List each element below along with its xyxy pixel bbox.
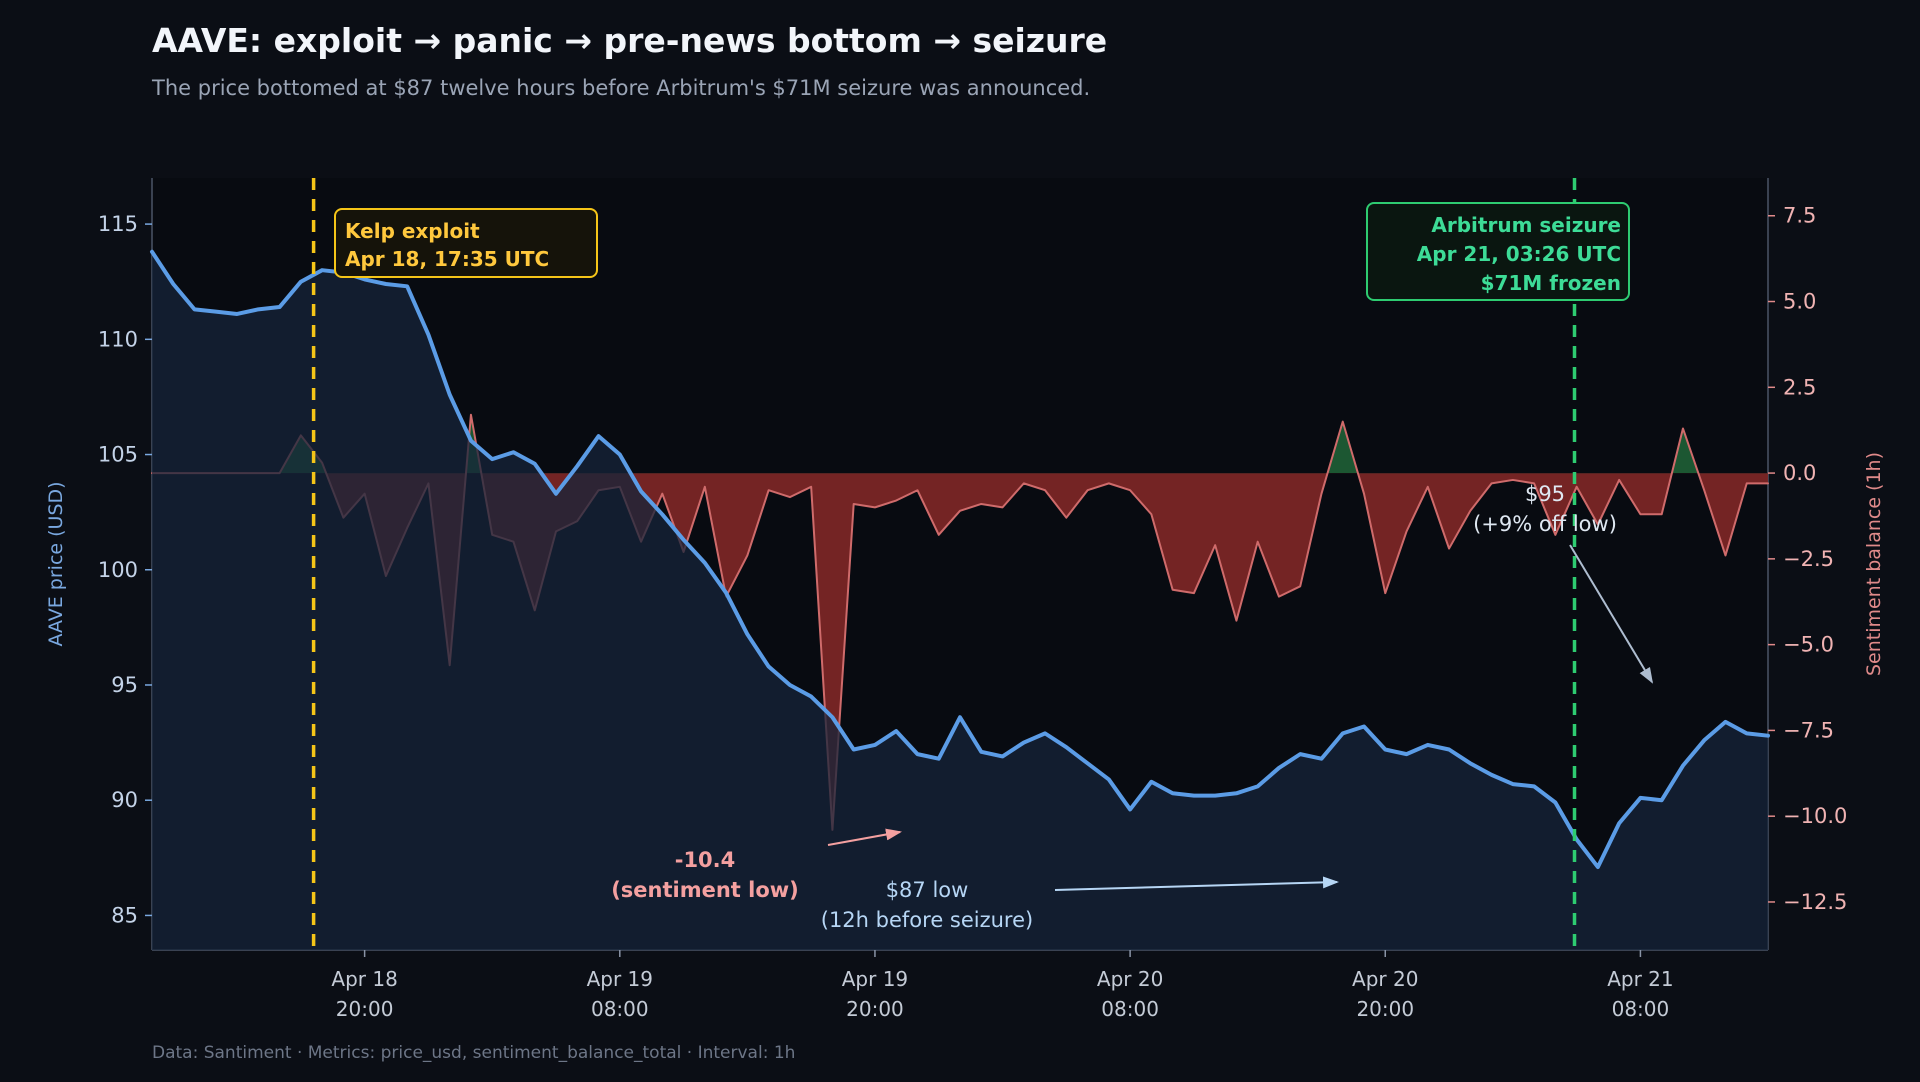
x-tick-label: Apr 19 <box>842 967 908 991</box>
page-title: AAVE: exploit → panic → pre-news bottom … <box>152 21 1107 60</box>
price-area-fill <box>152 251 1768 950</box>
sentiment-low-annotation: -10.4 (sentiment low) <box>611 848 799 902</box>
x-tick-label: Apr 21 <box>1607 967 1673 991</box>
y-tick-label-right: −7.5 <box>1783 718 1834 742</box>
y-axis-ticks-right: 7.5 5.0 2.5 0.0 −2.5 −5.0 −7.5 −10.0 −12.5 <box>1768 204 1847 914</box>
recovery-line-2: (+9% off low) <box>1473 512 1617 536</box>
x-tick-label: Apr 18 <box>331 967 397 991</box>
y-tick-label-left: 85 <box>111 903 138 927</box>
annotation-arrows <box>827 544 1654 891</box>
y-tick-label-left: 90 <box>111 788 138 812</box>
exploit-annotation-line-2: Apr 18, 17:35 UTC <box>345 247 549 271</box>
x-tick-label: Apr 19 <box>587 967 653 991</box>
y-tick-label-right: 7.5 <box>1783 204 1816 228</box>
y-tick-label-right: 0.0 <box>1783 461 1816 485</box>
y-axis-label-right: Sentiment balance (1h) <box>1863 452 1885 676</box>
price-line <box>150 249 1770 870</box>
y-tick-label-right: −5.0 <box>1783 633 1834 657</box>
y-tick-label-right: −12.5 <box>1783 890 1847 914</box>
y-axis-label-left: AAVE price (USD) <box>45 481 67 646</box>
y-tick-label-left: 115 <box>98 212 138 236</box>
exploit-annotation: Kelp exploit Apr 18, 17:35 UTC <box>334 208 598 278</box>
x-tick-label: Apr 20 <box>1097 967 1163 991</box>
y-tick-label-left: 105 <box>98 443 138 467</box>
recovery-arrow <box>1569 544 1654 684</box>
sentiment-positive-fill <box>279 414 1699 474</box>
event-vertical-lines <box>311 178 1577 950</box>
y-tick-label-left: 110 <box>98 327 138 351</box>
x-tick-label: 08:00 <box>1101 997 1159 1021</box>
seizure-annotation-line-3: $71M frozen <box>1481 271 1621 295</box>
price-low-annotation: $87 low (12h before seizure) <box>821 878 1033 932</box>
price-low-line-2: (12h before seizure) <box>821 908 1033 932</box>
price-low-arrow <box>1054 876 1339 891</box>
price-low-line-1: $87 low <box>886 878 969 902</box>
exploit-annotation-box <box>334 208 598 278</box>
sentiment-low-arrow <box>827 828 902 846</box>
seizure-annotation: Arbitrum seizure Apr 21, 03:26 UTC $71M … <box>1366 202 1630 301</box>
y-tick-label-right: 5.0 <box>1783 290 1816 314</box>
x-tick-label: 20:00 <box>336 997 394 1021</box>
sentiment-low-line-1: -10.4 <box>675 848 736 872</box>
x-tick-label: 20:00 <box>846 997 904 1021</box>
x-tick-label: 08:00 <box>591 997 649 1021</box>
sentiment-low-line-2: (sentiment low) <box>611 878 799 902</box>
y-tick-label-right: −2.5 <box>1783 547 1834 571</box>
x-tick-label: Apr 20 <box>1352 967 1418 991</box>
y-axis-ticks-left: 85 90 95 100 105 110 115 <box>98 212 152 927</box>
x-tick-label: 08:00 <box>1612 997 1670 1021</box>
seizure-annotation-box <box>1366 202 1630 301</box>
y-tick-label-left: 100 <box>98 558 138 582</box>
y-tick-label-right: 2.5 <box>1783 375 1816 399</box>
price-series <box>150 249 1770 950</box>
recovery-line-1: $95 <box>1525 482 1565 506</box>
footer-note: Data: Santiment · Metrics: price_usd, se… <box>152 1043 795 1063</box>
page-subtitle: The price bottomed at $87 twelve hours b… <box>151 76 1090 100</box>
x-tick-label: 20:00 <box>1356 997 1414 1021</box>
x-axis-ticks: Apr 18 20:00 Apr 19 08:00 Apr 19 20:00 Apr 20 0… <box>331 950 1674 1021</box>
y-tick-label-left: 95 <box>111 673 138 697</box>
y-tick-label-right: −10.0 <box>1783 804 1847 828</box>
recovery-annotation: $95 (+9% off low) <box>1473 482 1617 536</box>
exploit-annotation-line-1: Kelp exploit <box>345 219 480 243</box>
seizure-annotation-line-1: Arbitrum seizure <box>1431 213 1621 237</box>
seizure-annotation-line-2: Apr 21, 03:26 UTC <box>1417 242 1621 266</box>
